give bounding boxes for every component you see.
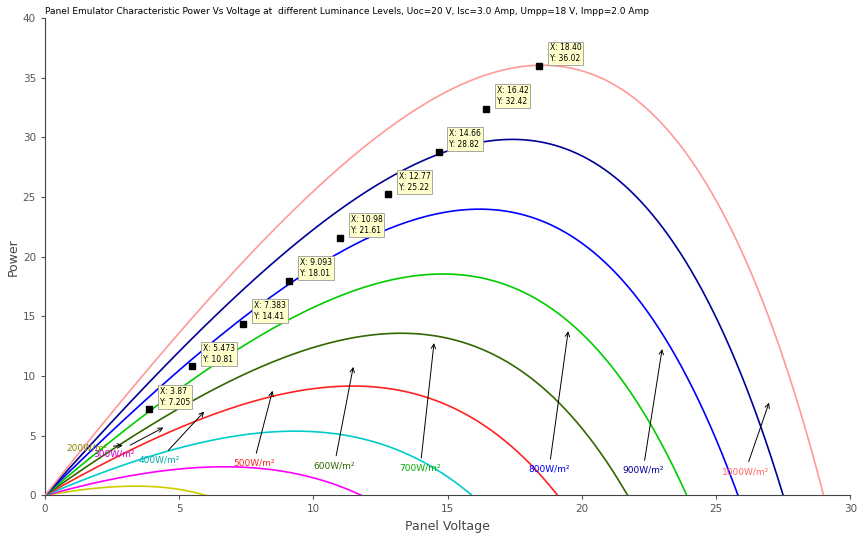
Text: 600W/m²: 600W/m² [314, 368, 355, 470]
Text: 700W/m²: 700W/m² [399, 344, 441, 472]
Text: X: 14.66
Y: 28.82: X: 14.66 Y: 28.82 [449, 130, 481, 148]
Text: X: 10.98
Y: 21.61: X: 10.98 Y: 21.61 [351, 215, 382, 235]
Text: 300W/m²: 300W/m² [93, 428, 162, 458]
Text: X: 16.42
Y: 32.42: X: 16.42 Y: 32.42 [497, 86, 529, 106]
Text: 500W/m²: 500W/m² [233, 392, 275, 468]
Text: X: 3.87
Y: 7.205: X: 3.87 Y: 7.205 [160, 387, 190, 407]
Text: X: 7.383
Y: 14.41: X: 7.383 Y: 14.41 [254, 301, 286, 321]
Text: 900W/m²: 900W/m² [622, 350, 664, 475]
Text: X: 18.40
Y: 36.02: X: 18.40 Y: 36.02 [550, 43, 581, 63]
Text: 1000W/m²: 1000W/m² [721, 404, 769, 476]
Text: Panel Emulator Characteristic Power Vs Voltage at  different Luminance Levels, U: Panel Emulator Characteristic Power Vs V… [45, 7, 649, 16]
Text: X: 12.77
Y: 25.22: X: 12.77 Y: 25.22 [398, 172, 430, 192]
Y-axis label: Power: Power [7, 238, 20, 275]
Text: 200W/m²: 200W/m² [67, 443, 122, 452]
Text: 800W/m²: 800W/m² [528, 332, 569, 474]
Text: 400W/m²: 400W/m² [139, 413, 203, 464]
Text: X: 5.473
Y: 10.81: X: 5.473 Y: 10.81 [203, 345, 235, 364]
X-axis label: Panel Voltage: Panel Voltage [405, 520, 490, 533]
Text: X: 9.093
Y: 18.01: X: 9.093 Y: 18.01 [300, 258, 332, 278]
